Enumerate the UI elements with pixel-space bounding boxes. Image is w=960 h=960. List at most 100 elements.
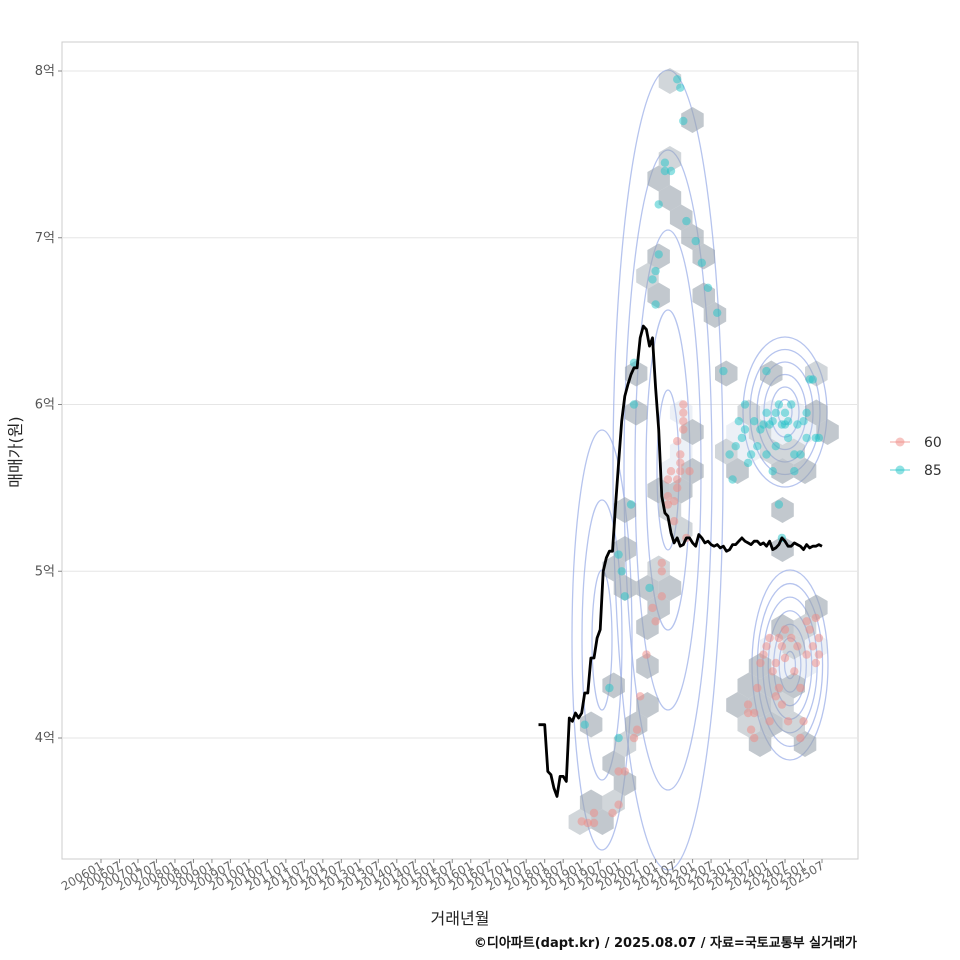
point-60 <box>790 667 799 676</box>
hex-bin <box>760 672 783 699</box>
contour-line <box>591 569 613 711</box>
point-85 <box>682 216 691 226</box>
point-60 <box>666 467 676 476</box>
point-85 <box>660 158 670 167</box>
hex-bin <box>669 477 693 504</box>
point-60 <box>676 450 685 459</box>
point-85 <box>750 417 759 426</box>
point-85 <box>783 417 793 426</box>
point-60 <box>589 818 599 828</box>
y-tick-labels: 4억 5억 6억 7억 8억 <box>35 64 62 746</box>
point-85 <box>802 408 811 417</box>
point-60 <box>673 483 682 493</box>
point-60 <box>676 467 685 476</box>
hex-bin <box>737 672 760 699</box>
point-60 <box>799 717 808 726</box>
point-60 <box>620 767 629 776</box>
point-60 <box>814 650 824 659</box>
legend: 60 85 <box>890 435 942 479</box>
point-85 <box>651 300 660 309</box>
hex-bin <box>602 789 625 816</box>
point-85 <box>673 75 682 84</box>
trend-layer <box>538 324 823 798</box>
point-85 <box>728 475 737 484</box>
y-tick-label: 8억 <box>35 64 55 79</box>
point-60 <box>657 567 666 576</box>
point-85 <box>759 420 768 429</box>
point-60 <box>805 625 814 634</box>
legend-key-85 <box>895 465 905 475</box>
point-60 <box>756 658 765 668</box>
point-85 <box>697 258 706 267</box>
point-85 <box>645 583 654 593</box>
x-axis-title: 거래년월 <box>431 909 490 928</box>
y-tick-label: 7억 <box>35 231 55 246</box>
hex-bin <box>613 575 637 601</box>
point-85 <box>626 500 636 509</box>
point-85 <box>737 433 747 443</box>
point-60 <box>814 633 824 643</box>
point-60 <box>614 767 623 776</box>
hex-bin <box>771 458 794 484</box>
point-85 <box>774 500 784 509</box>
caption: ©디아파트(dapt.kr) / 2025.08.07 / 자료=국토교통부 실… <box>474 935 857 951</box>
point-85 <box>774 400 784 409</box>
hex-bin <box>613 770 637 796</box>
point-85 <box>740 425 750 434</box>
point-60 <box>669 517 679 526</box>
point-60 <box>676 458 685 468</box>
contour-line <box>612 69 724 871</box>
point-60 <box>746 725 756 734</box>
hex-bin <box>602 672 625 699</box>
point-85 <box>799 417 808 426</box>
point-60 <box>629 733 639 743</box>
y-tick-label: 4억 <box>35 731 55 746</box>
point-60 <box>663 492 673 501</box>
point-60 <box>636 692 645 701</box>
point-60 <box>679 425 688 434</box>
hex-bin <box>793 653 817 679</box>
point-60 <box>614 800 623 809</box>
point-60 <box>608 808 617 818</box>
point-85 <box>629 400 639 409</box>
point-60 <box>777 642 787 651</box>
point-60 <box>657 592 666 601</box>
point-60 <box>651 617 660 626</box>
point-85 <box>780 408 790 417</box>
point-60 <box>765 633 774 643</box>
hex-bin <box>636 653 659 679</box>
point-60 <box>759 650 768 659</box>
point-85 <box>614 550 623 559</box>
point-60 <box>673 437 682 446</box>
point-85 <box>762 366 771 376</box>
point-60 <box>679 417 688 426</box>
point-85 <box>802 433 811 443</box>
point-85 <box>679 116 688 126</box>
hex-bin <box>647 594 670 621</box>
point-85 <box>796 450 805 459</box>
point-60 <box>750 733 759 743</box>
contour-line <box>623 149 713 791</box>
hex-bin <box>658 185 682 211</box>
point-85 <box>743 458 753 468</box>
point-60 <box>777 700 787 709</box>
point-85 <box>768 467 777 476</box>
point-85 <box>617 567 626 576</box>
point-60 <box>663 500 673 509</box>
point-85 <box>790 467 799 476</box>
point-60 <box>632 725 642 734</box>
point-85 <box>753 442 762 451</box>
point-85 <box>614 733 623 743</box>
point-85 <box>676 83 685 92</box>
point-85 <box>771 442 780 451</box>
grid-lines <box>62 70 858 739</box>
hex-bin <box>602 555 625 582</box>
point-85 <box>771 408 780 417</box>
point-60 <box>762 642 771 651</box>
y-axis-title: 매매가(원) <box>6 416 25 487</box>
point-60 <box>796 683 805 693</box>
point-85 <box>580 720 589 729</box>
point-85 <box>660 166 670 176</box>
point-85 <box>777 420 787 429</box>
point-60 <box>783 717 793 726</box>
